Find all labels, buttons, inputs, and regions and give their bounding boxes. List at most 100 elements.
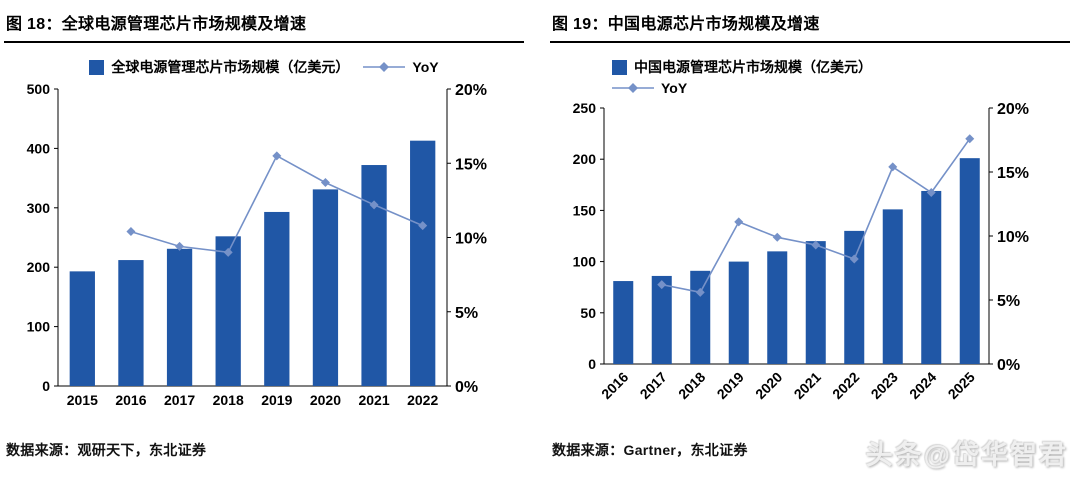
yoy-line [657, 134, 975, 297]
bar [166, 248, 193, 386]
svg-text:2025: 2025 [945, 369, 978, 402]
chart-title-china: 图 19：中国电源芯片市场规模及增速 [550, 6, 1070, 43]
svg-text:0: 0 [42, 378, 50, 394]
bar [690, 270, 711, 364]
panel-global-chart: 图 18：全球电源管理芯片市场规模及增速 全球电源管理芯片市场规模（亿美元） Yo… [4, 6, 524, 470]
svg-text:200: 200 [27, 259, 51, 275]
svg-text:2018: 2018 [213, 392, 244, 408]
bar [921, 190, 942, 364]
line-marker [811, 240, 821, 250]
line-marker [223, 247, 233, 257]
svg-text:300: 300 [27, 200, 51, 216]
line-marker [175, 241, 185, 251]
line-marker [369, 200, 379, 210]
line-marker [657, 280, 667, 290]
bar [728, 261, 749, 364]
svg-text:15%: 15% [997, 165, 1029, 182]
svg-text:2019: 2019 [261, 392, 292, 408]
line-marker [320, 178, 330, 188]
legend-item-line: YoY [612, 80, 687, 96]
svg-text:250: 250 [573, 100, 597, 116]
legend-china: 中国电源管理芯片市场规模（亿美元） YoY [612, 57, 1070, 96]
bar [410, 140, 436, 386]
x-axis-labels: 2015 2016 2017 2018 2019 2020 2021 2022 [67, 392, 439, 408]
svg-text:150: 150 [573, 202, 597, 218]
svg-text:2022: 2022 [407, 392, 438, 408]
line-marker [926, 187, 936, 197]
bars [613, 158, 980, 364]
line-marker [772, 232, 782, 242]
svg-text:0%: 0% [997, 357, 1020, 374]
line-marker [734, 217, 744, 227]
yoy-line [126, 151, 428, 257]
svg-text:2015: 2015 [67, 392, 98, 408]
svg-text:5%: 5% [455, 305, 478, 322]
chart-title-text: 图 18：全球电源管理芯片市场规模及增速 [6, 16, 307, 33]
legend-item-line: YoY [363, 59, 439, 75]
bar [805, 241, 826, 364]
bar [844, 230, 865, 364]
bar [264, 211, 290, 386]
svg-text:2023: 2023 [868, 369, 901, 402]
svg-text:2016: 2016 [598, 369, 631, 402]
svg-text:100: 100 [573, 254, 597, 270]
svg-text:50: 50 [580, 305, 596, 321]
legend-global: 全球电源管理芯片市场规模（亿美元） YoY [4, 57, 524, 77]
svg-text:2017: 2017 [164, 392, 195, 408]
legend-label: YoY [412, 59, 439, 75]
line-marker [126, 227, 136, 237]
bar-swatch-icon [612, 59, 627, 75]
chart-title-text: 图 19：中国电源芯片市场规模及增速 [552, 16, 820, 33]
china-market-chart: 0 50 100 150 200 250 0% 5% 10% 15% 20% 2016 2017 2018… [573, 100, 1029, 402]
bar [882, 209, 903, 364]
svg-text:2020: 2020 [310, 392, 341, 408]
svg-text:10%: 10% [455, 231, 487, 248]
svg-text:20%: 20% [455, 82, 487, 99]
bar [959, 158, 980, 364]
chart-title-global: 图 18：全球电源管理芯片市场规模及增速 [4, 6, 524, 43]
line-marker [965, 134, 975, 144]
line-marker [888, 162, 898, 172]
svg-text:2022: 2022 [829, 369, 862, 402]
line-marker [272, 151, 282, 161]
line-marker-icon [363, 62, 406, 72]
line-marker [418, 221, 428, 231]
svg-text:2016: 2016 [115, 392, 146, 408]
legend-item-bar: 全球电源管理芯片市场规模（亿美元） [89, 57, 349, 77]
svg-text:2017: 2017 [637, 369, 670, 402]
svg-text:100: 100 [27, 319, 51, 335]
svg-text:400: 400 [27, 140, 51, 156]
svg-text:500: 500 [27, 81, 51, 97]
bar [361, 165, 387, 386]
source-china: 数据来源：Gartner，东北证券 [552, 442, 748, 458]
bar [215, 236, 241, 386]
svg-text:2019: 2019 [714, 369, 747, 402]
svg-text:2021: 2021 [791, 369, 824, 402]
legend-label: 全球电源管理芯片市场规模（亿美元） [111, 59, 350, 75]
bar [613, 281, 634, 364]
bar [118, 260, 144, 386]
line-marker-icon [612, 83, 654, 93]
svg-text:2020: 2020 [752, 369, 785, 402]
svg-text:2018: 2018 [675, 369, 708, 402]
svg-text:20%: 20% [997, 101, 1029, 118]
bars [69, 140, 436, 386]
line-marker [695, 287, 705, 297]
svg-text:2021: 2021 [358, 392, 389, 408]
watermark: 头条@岱华智君 [865, 440, 1068, 470]
svg-text:5%: 5% [997, 293, 1020, 310]
legend-label: YoY [661, 80, 688, 96]
axes: 0 100 200 300 400 500 0% 5% 10% 15% 20% [27, 81, 487, 396]
legend-item-bar: 中国电源管理芯片市场规模（亿美元） [612, 57, 872, 77]
svg-text:200: 200 [573, 151, 597, 167]
svg-text:10%: 10% [997, 229, 1029, 246]
svg-text:0: 0 [588, 356, 596, 372]
source-global: 数据来源：观研天下，东北证券 [6, 442, 207, 458]
bar [767, 251, 788, 364]
bar [651, 275, 672, 364]
bar [69, 271, 95, 386]
x-axis-labels: 2016 2017 2018 2019 2020 2021 2022 2023 2024 2025 [598, 369, 978, 402]
svg-text:2024: 2024 [906, 369, 939, 402]
